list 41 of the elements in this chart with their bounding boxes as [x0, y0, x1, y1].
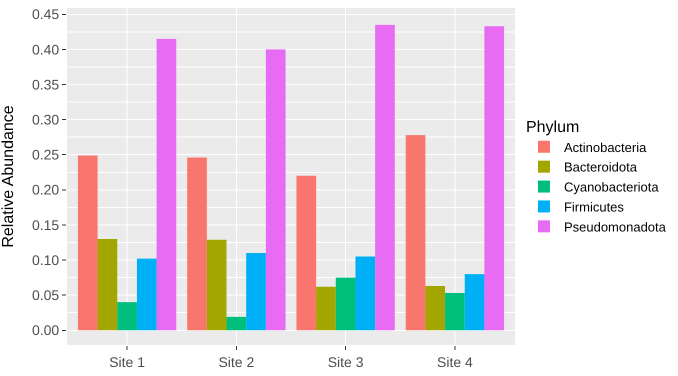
y-tick-label: 0.15 — [32, 216, 60, 233]
bar — [226, 316, 246, 330]
bar — [425, 286, 446, 330]
y-axis-title: Relative Abundance — [0, 105, 17, 248]
bar — [406, 135, 426, 330]
y-tick-label: 0.00 — [32, 322, 60, 338]
x-tick-label: Site 3 — [328, 354, 364, 370]
bar — [266, 49, 286, 330]
bar — [246, 253, 266, 330]
legend-label: Bacteroidota — [564, 160, 638, 175]
y-tick-label: 0.05 — [32, 287, 60, 304]
bar — [316, 286, 336, 330]
bar — [117, 302, 137, 330]
y-tick-label: 0.20 — [32, 182, 60, 198]
y-tick-label: 0.35 — [32, 76, 60, 92]
legend-label: Pseudomonadota — [564, 219, 667, 234]
bar — [445, 293, 465, 330]
bar — [206, 240, 227, 330]
legend-label: Cyanobacteriota — [564, 180, 660, 195]
bar — [375, 24, 395, 330]
bar — [355, 256, 376, 330]
bar — [484, 26, 504, 330]
y-tick-label: 0.30 — [32, 112, 60, 128]
y-tick-label: 0.25 — [32, 146, 60, 163]
y-tick-label: 0.40 — [32, 41, 60, 58]
legend-label: Firmicutes — [564, 200, 624, 215]
y-tick-label: 0.45 — [32, 6, 60, 22]
x-tick-label: Site 2 — [218, 354, 254, 370]
bar — [98, 238, 118, 330]
y-tick-label: 0.10 — [32, 252, 60, 268]
bar — [136, 258, 157, 330]
bar — [187, 158, 207, 330]
bar — [296, 176, 316, 330]
bar — [464, 274, 484, 330]
x-tick-label: Site 4 — [436, 354, 474, 370]
bar — [156, 38, 176, 330]
x-tick-label: Site 1 — [109, 354, 146, 370]
legend-label: Actinobacteria — [564, 140, 648, 155]
legend-title: Phylum — [526, 118, 580, 136]
bar — [78, 155, 98, 330]
bar — [336, 278, 356, 330]
